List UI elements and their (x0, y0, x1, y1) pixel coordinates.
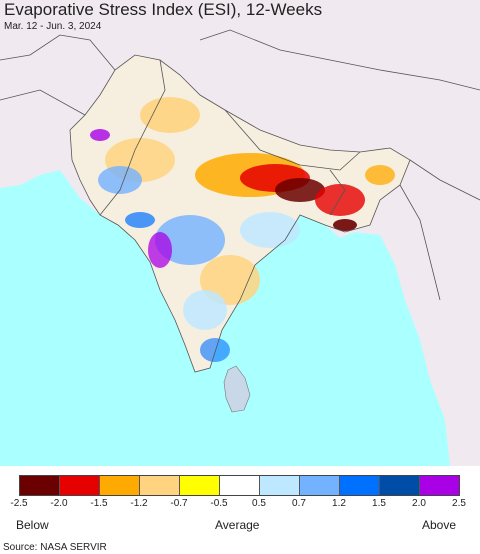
legend-tick: 2.0 (412, 498, 426, 509)
legend-swatch (60, 476, 100, 495)
esi-map (0, 0, 480, 466)
legend-tick: -0.7 (170, 498, 188, 509)
legend-swatch (300, 476, 340, 495)
legend-swatch (340, 476, 380, 495)
legend-swatch (140, 476, 180, 495)
legend-tick: -0.5 (210, 498, 228, 509)
legend-tick: 2.5 (452, 498, 466, 509)
legend-swatch (220, 476, 260, 495)
legend-swatch (100, 476, 140, 495)
map-title: Evaporative Stress Index (ESI), 12-Weeks (4, 0, 323, 19)
borders (0, 29, 480, 373)
legend-above-label: Above (422, 518, 457, 532)
legend-tick: 0.5 (252, 498, 266, 509)
esi-patches (90, 97, 395, 362)
legend-swatch (420, 476, 459, 495)
legend-below-label: Below (16, 518, 49, 532)
legend-tick: 1.2 (332, 498, 346, 509)
legend-swatch (260, 476, 300, 495)
legend-tick: -2.0 (50, 498, 68, 509)
sri-lanka (223, 365, 251, 413)
legend-tick: -2.5 (10, 498, 28, 509)
legend-colorbar (19, 475, 460, 496)
subcontinent-land (70, 55, 410, 372)
map-date-range: Mar. 12 - Jun. 3, 2024 (4, 21, 102, 32)
legend-swatch (20, 476, 60, 495)
legend-tick: 0.7 (292, 498, 306, 509)
legend-tick: 1.5 (372, 498, 386, 509)
legend-swatch (180, 476, 220, 495)
legend-ticks: -2.5 -2.0 -1.5 -1.2 -0.7 -0.5 0.5 0.7 1.… (0, 498, 480, 512)
legend-average-label: Average (215, 518, 260, 532)
legend-tick: -1.2 (130, 498, 148, 509)
legend-tick: -1.5 (90, 498, 108, 509)
legend-swatch (380, 476, 420, 495)
source-credit: Source: NASA SERVIR (3, 542, 107, 553)
